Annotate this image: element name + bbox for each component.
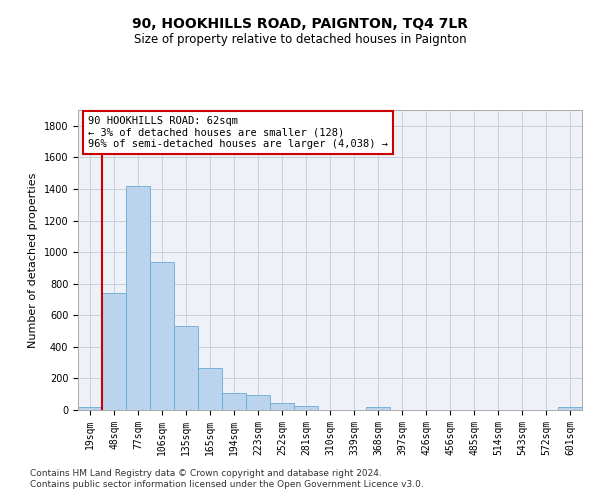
Bar xyxy=(174,326,198,410)
Bar xyxy=(246,395,270,410)
Bar xyxy=(198,368,222,410)
Bar xyxy=(270,404,294,410)
Bar xyxy=(294,406,318,410)
Text: 90, HOOKHILLS ROAD, PAIGNTON, TQ4 7LR: 90, HOOKHILLS ROAD, PAIGNTON, TQ4 7LR xyxy=(132,18,468,32)
Text: 90 HOOKHILLS ROAD: 62sqm
← 3% of detached houses are smaller (128)
96% of semi-d: 90 HOOKHILLS ROAD: 62sqm ← 3% of detache… xyxy=(88,116,388,149)
Text: Contains public sector information licensed under the Open Government Licence v3: Contains public sector information licen… xyxy=(30,480,424,489)
Bar xyxy=(222,394,246,410)
Text: Contains HM Land Registry data © Crown copyright and database right 2024.: Contains HM Land Registry data © Crown c… xyxy=(30,468,382,477)
Bar xyxy=(102,293,126,410)
Text: Size of property relative to detached houses in Paignton: Size of property relative to detached ho… xyxy=(134,32,466,46)
Y-axis label: Number of detached properties: Number of detached properties xyxy=(28,172,38,348)
Bar xyxy=(366,408,390,410)
Bar xyxy=(150,262,174,410)
Bar xyxy=(126,186,150,410)
Bar xyxy=(78,406,102,410)
Bar xyxy=(558,408,582,410)
